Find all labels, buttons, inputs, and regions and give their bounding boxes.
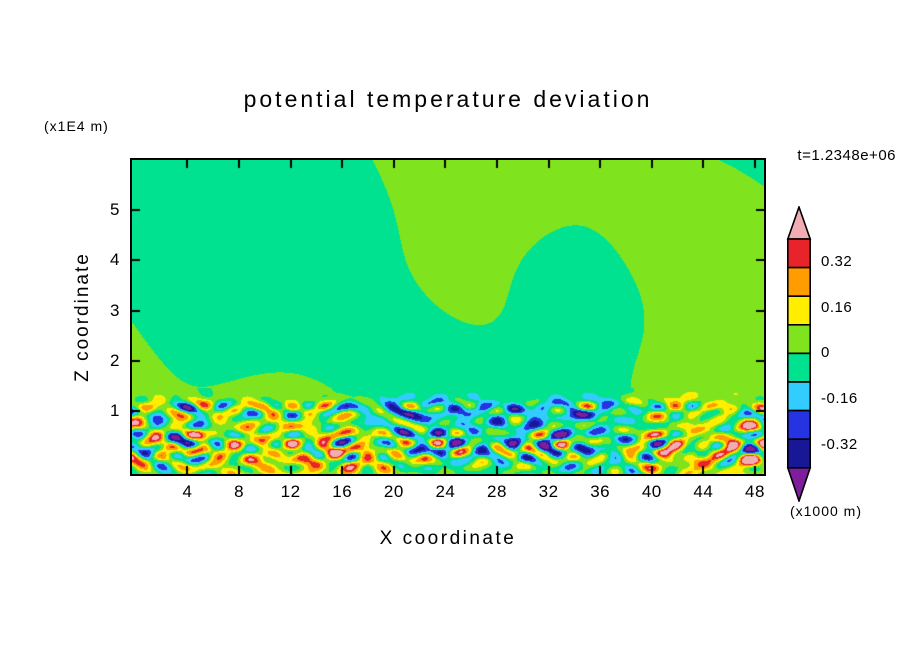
x-tick-label: 8 [234,482,245,501]
x-tick-label: 12 [280,482,301,501]
colorbar-tick-label: 0.32 [821,252,853,270]
colorbar-band [786,266,811,297]
y-tick-label: 3 [110,300,120,320]
x-tick-label: 40 [641,482,662,501]
x-tick-label: 20 [383,482,404,501]
colorbar-tick-label: -0.32 [821,435,858,453]
x-tick-label: 48 [745,482,765,501]
colorbar-bottom-arrow [786,466,812,502]
y-tick-label: 5 [110,200,120,220]
colorbar [786,206,812,502]
colorbar-band [786,352,811,383]
x-tick-label: 28 [487,482,507,501]
colorbar-band [786,238,811,269]
x-tick-label: 36 [590,482,611,501]
colorbar-band [786,409,811,441]
x-tick-label: 24 [435,482,456,501]
time-label: t=1.2348e+06 [797,147,896,164]
colorbar-band [786,324,811,355]
plot-area [130,158,766,476]
x-tick-label: 32 [538,482,559,501]
colorbar-tick-label: 0.16 [821,298,853,316]
colorbar-tick-label: -0.16 [821,390,858,408]
contour-field-canvas [132,160,764,474]
y-tick-label: 2 [110,350,120,370]
y-tick-label: 4 [110,250,120,270]
chart-title: potential temperature deviation [243,86,653,112]
x-axis-title: X coordinate [379,528,517,549]
x-tick-label: 16 [332,482,353,501]
colorbar-band [786,295,811,326]
y-tick-label: 1 [110,401,120,421]
x-axis-unit-label: (x1000 m) [789,503,862,519]
colorbar-band [786,438,811,469]
colorbar-top-arrow [786,206,812,240]
x-tick-label: 44 [693,482,714,501]
colorbar-tick-label: 0 [821,344,830,362]
colorbar-band [786,381,811,412]
x-tick-label: 4 [182,482,193,501]
y-axis-unit-label: (x1E4 m) [44,118,109,134]
